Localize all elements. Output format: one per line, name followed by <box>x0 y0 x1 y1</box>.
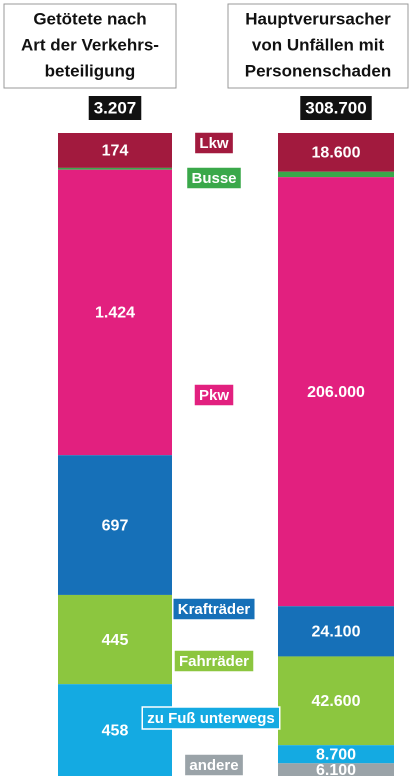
value-label: 24.100 <box>312 624 361 641</box>
value-label: 1.424 <box>95 305 135 322</box>
column-title: Art der Verkehrs- <box>21 35 159 54</box>
total-box <box>88 96 142 120</box>
legend-label: Lkw <box>199 135 229 152</box>
bar-segment <box>278 763 394 776</box>
value-label: 174 <box>102 143 129 160</box>
bar-segment <box>278 656 394 746</box>
column-title: Hauptverursacher <box>245 9 391 28</box>
bar-segment <box>58 169 172 456</box>
legend-box <box>183 753 245 776</box>
header-box <box>227 3 409 89</box>
legend-label: andere <box>189 757 238 774</box>
legend-label: Busse <box>191 170 236 187</box>
legend-box <box>193 131 235 155</box>
value-label: 42.600 <box>312 693 361 710</box>
bar-segment <box>58 133 172 168</box>
value-label: 206.000 <box>307 384 365 401</box>
legend-label: Fahrräder <box>179 653 249 670</box>
total-box <box>300 96 372 120</box>
total-label: 308.700 <box>305 98 366 117</box>
legend-box <box>173 649 255 673</box>
legend-box <box>141 706 281 730</box>
bar-segment <box>278 133 394 172</box>
bar-segment <box>278 606 394 657</box>
column-title: Personenschaden <box>245 61 391 80</box>
total-label: 3.207 <box>94 98 137 117</box>
legend-label: Krafträder <box>178 601 251 618</box>
value-label: 8.700 <box>316 746 356 763</box>
bar-segment <box>278 171 394 178</box>
bar-segment <box>278 177 394 607</box>
bar-segment <box>58 594 172 685</box>
legend-label: zu Fuß unterwegs <box>147 710 275 727</box>
bar-segment <box>58 684 172 776</box>
header-box <box>3 3 177 89</box>
column-title: beteiligung <box>45 61 136 80</box>
bar-segment <box>58 167 172 170</box>
legend-box <box>171 597 257 621</box>
value-label: 458 <box>102 722 129 739</box>
value-label: 6.100 <box>316 762 356 776</box>
value-label: 445 <box>102 632 129 649</box>
legend-label: Pkw <box>199 387 229 404</box>
value-label: 697 <box>102 517 129 534</box>
bar-segment <box>58 455 172 595</box>
value-label: 18.600 <box>312 145 361 162</box>
bar-segment <box>278 745 394 764</box>
legend-box <box>193 383 235 407</box>
legend-box <box>185 166 243 190</box>
column-title: von Unfällen mit <box>252 35 385 54</box>
column-title: Getötete nach <box>33 9 146 28</box>
